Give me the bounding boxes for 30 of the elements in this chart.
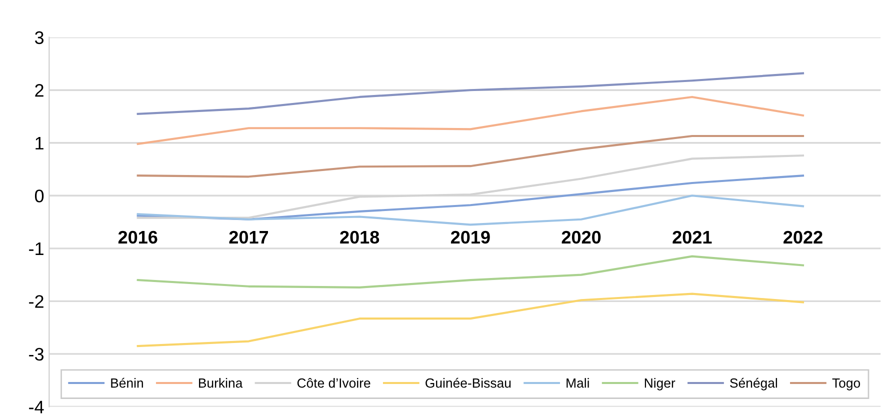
x-tick-label: 2016 [118, 230, 158, 244]
y-tick-label: 2 [35, 84, 44, 97]
y-tick-label: -4 [29, 400, 44, 414]
line-series [136, 194, 804, 226]
line-series [136, 134, 804, 178]
y-tick-label: -3 [29, 348, 44, 361]
x-tick-label: 2019 [450, 230, 490, 244]
x-tick-label: 2022 [784, 230, 822, 244]
line-series [136, 72, 804, 115]
legend-label: Niger [644, 378, 676, 390]
legend-label: Mali [566, 378, 589, 388]
x-tick-label: 2018 [340, 230, 380, 244]
x-tick-label: 2020 [562, 230, 601, 244]
legend-label: Sénégal [730, 378, 778, 390]
x-tick-label: 2017 [229, 230, 268, 244]
legend-label: Guinée-Bissau [426, 378, 511, 388]
line-series [136, 174, 804, 220]
line-series [136, 255, 804, 288]
line-series [136, 292, 804, 348]
y-tick-label: 3 [34, 31, 44, 44]
legend-label: Bénin [111, 378, 143, 388]
y-tick-label: 0 [34, 190, 44, 202]
y-tick-label: 1 [36, 137, 44, 150]
legend-label: Togo [832, 378, 860, 390]
legend-label: Côte d’Ivoire [297, 378, 370, 388]
legend-label: Burkina [199, 378, 243, 388]
y-tick-label: -2 [29, 295, 44, 308]
y-tick-label: -1 [29, 242, 44, 255]
line-series [136, 96, 804, 145]
x-tick-label: 2021 [672, 230, 712, 244]
